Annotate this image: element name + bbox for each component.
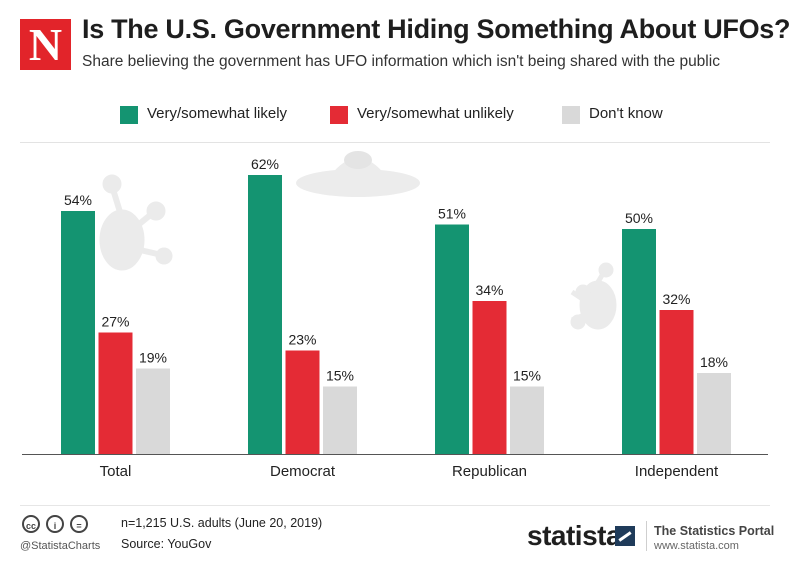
logo-letter: N bbox=[28, 19, 63, 70]
chart-title: Is The U.S. Government Hiding Something … bbox=[82, 14, 790, 44]
bar-republican-2 bbox=[510, 386, 544, 454]
bar-independent-1 bbox=[659, 310, 694, 454]
bar-value-label: 27% bbox=[101, 314, 129, 330]
category-label-republican: Republican bbox=[452, 463, 527, 480]
bar-chart: 54% 27% 19% Total 62% 23% 15% Democrat 51% 34% 15%… bbox=[22, 151, 768, 480]
bar-democrat-1 bbox=[285, 350, 320, 454]
portal-tagline: The Statistics Portal bbox=[654, 524, 775, 538]
newsweek-logo: N bbox=[20, 19, 71, 70]
by-icon: i bbox=[46, 515, 64, 533]
bar-total-2 bbox=[136, 368, 170, 454]
nd-icon: = bbox=[70, 515, 88, 533]
bar-value-label: 32% bbox=[662, 291, 690, 307]
legend-label-dont-know: Don't know bbox=[589, 105, 663, 122]
category-label-independent: Independent bbox=[635, 463, 719, 480]
footer-divider bbox=[20, 505, 770, 506]
bar-value-label: 54% bbox=[64, 192, 92, 208]
legend-swatch-likely bbox=[120, 106, 138, 124]
alien-illustration-right-icon bbox=[570, 262, 617, 330]
bars-layer: 54% 27% 19% Total 62% 23% 15% Democrat 51% 34% 15%… bbox=[61, 156, 731, 480]
cc-icon: cc bbox=[22, 515, 40, 533]
legend-swatch-dont-know bbox=[562, 106, 580, 124]
bar-value-label: 50% bbox=[625, 210, 653, 226]
bar-value-label: 15% bbox=[513, 368, 541, 384]
bar-republican-0 bbox=[435, 224, 469, 454]
bar-value-label: 23% bbox=[288, 332, 316, 348]
category-label-democrat: Democrat bbox=[270, 463, 336, 480]
bar-value-label: 15% bbox=[326, 368, 354, 384]
bar-democrat-0 bbox=[248, 175, 282, 454]
statista-mark-icon bbox=[615, 526, 635, 546]
legend-swatch-unlikely bbox=[330, 106, 348, 124]
brand-divider bbox=[646, 521, 647, 551]
header-divider bbox=[20, 142, 770, 143]
bar-value-label: 34% bbox=[475, 282, 503, 298]
alien-illustration-left-icon bbox=[99, 174, 173, 271]
bar-value-label: 62% bbox=[251, 156, 279, 172]
category-label-total: Total bbox=[100, 463, 132, 480]
bar-value-label: 19% bbox=[139, 350, 167, 366]
statista-logo: statista bbox=[527, 520, 622, 551]
bar-total-1 bbox=[98, 332, 133, 454]
twitter-handle: @StatistaCharts bbox=[20, 540, 101, 552]
bar-republican-1 bbox=[472, 301, 507, 454]
portal-url: www.statista.com bbox=[654, 540, 739, 552]
bar-value-label: 18% bbox=[700, 354, 728, 370]
legend-label-likely: Very/somewhat likely bbox=[147, 105, 288, 122]
sample-note: n=1,215 U.S. adults (June 20, 2019) bbox=[121, 516, 323, 530]
ufo-illustration-icon bbox=[296, 151, 420, 197]
source-note: Source: YouGov bbox=[121, 537, 212, 551]
bar-independent-2 bbox=[697, 373, 731, 454]
chart-subtitle: Share believing the government has UFO i… bbox=[82, 53, 720, 70]
bar-total-0 bbox=[61, 211, 95, 454]
bar-democrat-2 bbox=[323, 386, 357, 454]
bar-value-label: 51% bbox=[438, 206, 466, 222]
legend-label-unlikely: Very/somewhat unlikely bbox=[357, 105, 514, 122]
bar-independent-0 bbox=[622, 229, 656, 454]
